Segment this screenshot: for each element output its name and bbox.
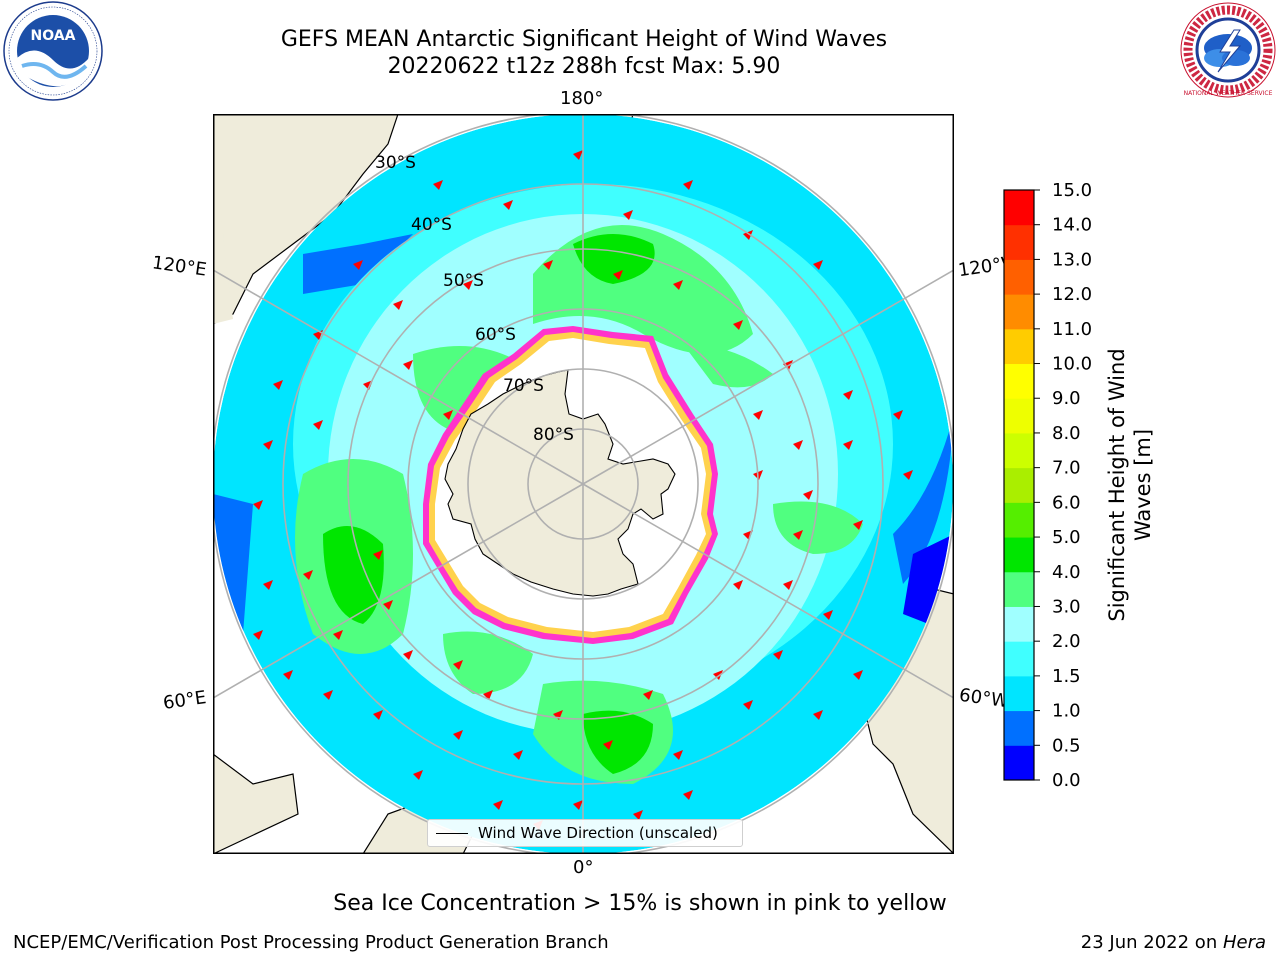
colorbar-tick-label: 15.0: [1052, 180, 1092, 201]
sea-ice-note-text: Sea Ice Concentration > 15% is shown in …: [333, 891, 947, 916]
colorbar-tick-label: 7.0: [1052, 458, 1081, 479]
colorbar-tick-label: 2.0: [1052, 631, 1081, 652]
colorbar-band: [1004, 641, 1034, 677]
colorbar-tick-label: 8.0: [1052, 423, 1081, 444]
colorbar-tick-label: 10.0: [1052, 354, 1092, 375]
graticule: [213, 114, 954, 854]
colorbar-tick-label: 0.0: [1052, 770, 1081, 791]
colorbar-band: [1004, 398, 1034, 434]
colorbar-tick-label: 14.0: [1052, 215, 1092, 236]
sea-ice-note: Sea Ice Concentration > 15% is shown in …: [0, 891, 1280, 916]
footer-date-text: 23 Jun 2022 on: [1080, 932, 1223, 953]
lat-label-60s: 60°S: [475, 325, 516, 345]
chart-title: GEFS MEAN Antarctic Significant Height o…: [280, 27, 888, 52]
colorbar-band: [1004, 502, 1034, 538]
lon-label-0: 0°: [573, 857, 594, 878]
colorbar-band: [1004, 363, 1034, 399]
colorbar-band: [1004, 710, 1034, 746]
nws-logo: NATIONAL WEATHER SERVICE: [1180, 2, 1276, 98]
colorbar-band: [1004, 328, 1034, 365]
colorbar-tick-label: 5.0: [1052, 527, 1081, 548]
colorbar-band: [1004, 606, 1034, 642]
lat-label-70s: 70°S: [503, 376, 544, 396]
colorbar-tick-label: 6.0: [1052, 492, 1081, 513]
lon-label-180: 180°: [560, 88, 604, 109]
polar-map: 30°S 40°S 50°S 60°S 70°S 80°S: [213, 114, 954, 854]
nws-logo-text: NATIONAL WEATHER SERVICE: [1184, 90, 1273, 97]
colorbar-band: [1004, 190, 1034, 226]
colorbar-band: [1004, 259, 1034, 295]
colorbar-band: [1004, 745, 1034, 781]
lat-label-30s: 30°S: [375, 153, 416, 173]
lat-label-80s: 80°S: [533, 425, 574, 445]
colorbar-band: [1004, 294, 1034, 330]
lon-label-60e: 60°E: [161, 687, 208, 714]
chart-subtitle: 20220622 t12z 288h fcst Max: 5.90: [387, 54, 781, 79]
footer-credit: NCEP/EMC/Verification Post Processing Pr…: [13, 932, 609, 953]
colorbar-title-line2: Waves [m]: [1131, 429, 1155, 541]
colorbar-title-line1: Significant Height of Wind: [1105, 348, 1129, 621]
lat-label-50s: 50°S: [443, 271, 484, 291]
colorbar-bands: [1004, 190, 1034, 781]
colorbar-tick-label: 1.5: [1052, 666, 1081, 687]
colorbar-ticks: 0.0 0.5 1.0 1.5 2.0 3.0 4.0 5.0 6.0 7.0 8.0 9.0 10.0…: [1034, 180, 1092, 791]
lon-label-120e: 120°E: [150, 252, 208, 281]
colorbar-tick-label: 11.0: [1052, 319, 1092, 340]
footer-date: 23 Jun 2022 on Hera: [1081, 932, 1266, 953]
colorbar-tick-label: 12.0: [1052, 284, 1092, 305]
footer-host: Hera: [1222, 932, 1266, 953]
colorbar-tick-label: 4.0: [1052, 562, 1081, 583]
legend-label: Wind Wave Direction (unscaled): [478, 824, 718, 842]
colorbar: 0.0 0.5 1.0 1.5 2.0 3.0 4.0 5.0 6.0 7.0 8.0 9.0 10.0…: [1003, 180, 1155, 791]
colorbar-band: [1004, 224, 1034, 260]
colorbar-tick-label: 1.0: [1052, 701, 1081, 722]
map-legend: Wind Wave Direction (unscaled): [427, 819, 743, 847]
lat-label-40s: 40°S: [411, 215, 452, 235]
colorbar-band: [1004, 571, 1034, 607]
noaa-logo: NOAA: [3, 1, 103, 101]
colorbar-band: [1004, 675, 1034, 712]
colorbar-band: [1004, 432, 1034, 469]
colorbar-tick-label: 3.0: [1052, 596, 1081, 617]
colorbar-frame: [1003, 189, 1035, 781]
colorbar-band: [1004, 537, 1034, 573]
colorbar-band: [1004, 467, 1034, 503]
legend-line-sample: [436, 832, 468, 834]
colorbar-tick-label: 0.5: [1052, 735, 1081, 756]
noaa-logo-text: NOAA: [31, 28, 76, 44]
colorbar-tick-label: 9.0: [1052, 388, 1081, 409]
colorbar-tick-label: 13.0: [1052, 249, 1092, 270]
map-frame: [213, 114, 954, 854]
